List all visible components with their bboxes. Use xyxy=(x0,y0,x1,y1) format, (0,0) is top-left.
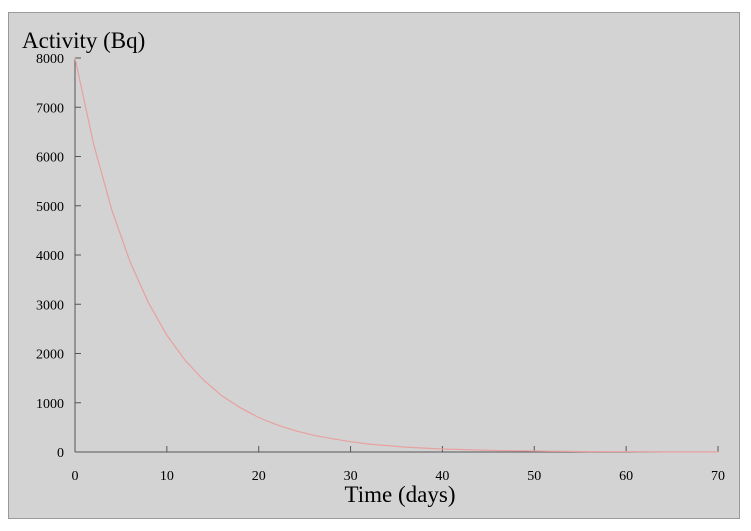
series-line xyxy=(74,57,718,453)
x-tick-label: 40 xyxy=(435,469,449,484)
y-tick-label: 6000 xyxy=(36,151,64,166)
x-tick-label: 60 xyxy=(619,469,633,484)
y-axis-title: Activity (Bq) xyxy=(22,28,145,53)
x-tick-label: 20 xyxy=(252,469,266,484)
x-tick-label: 0 xyxy=(72,469,79,484)
y-tick-label: 8000 xyxy=(36,52,64,67)
y-tick-label: 3000 xyxy=(36,298,64,313)
x-tick-label: 10 xyxy=(160,469,174,484)
x-tick-label: 50 xyxy=(527,469,541,484)
x-axis-title: Time (days) xyxy=(345,482,456,507)
y-tick-label: 5000 xyxy=(36,200,64,215)
y-tick-label: 0 xyxy=(57,446,64,461)
x-tick-label: 30 xyxy=(344,469,358,484)
y-tick-label: 2000 xyxy=(36,348,64,363)
y-tick-label: 4000 xyxy=(36,249,64,264)
axes: 0 10 20 30 40 50 60 70 0 1000 2000 3000 4000 5000 6000… xyxy=(36,52,725,484)
chart-frame xyxy=(8,12,740,519)
y-tick-label: 7000 xyxy=(36,101,64,116)
x-tick-label: 70 xyxy=(711,469,725,484)
y-tick-label: 1000 xyxy=(36,397,64,412)
plot-area xyxy=(74,57,718,453)
